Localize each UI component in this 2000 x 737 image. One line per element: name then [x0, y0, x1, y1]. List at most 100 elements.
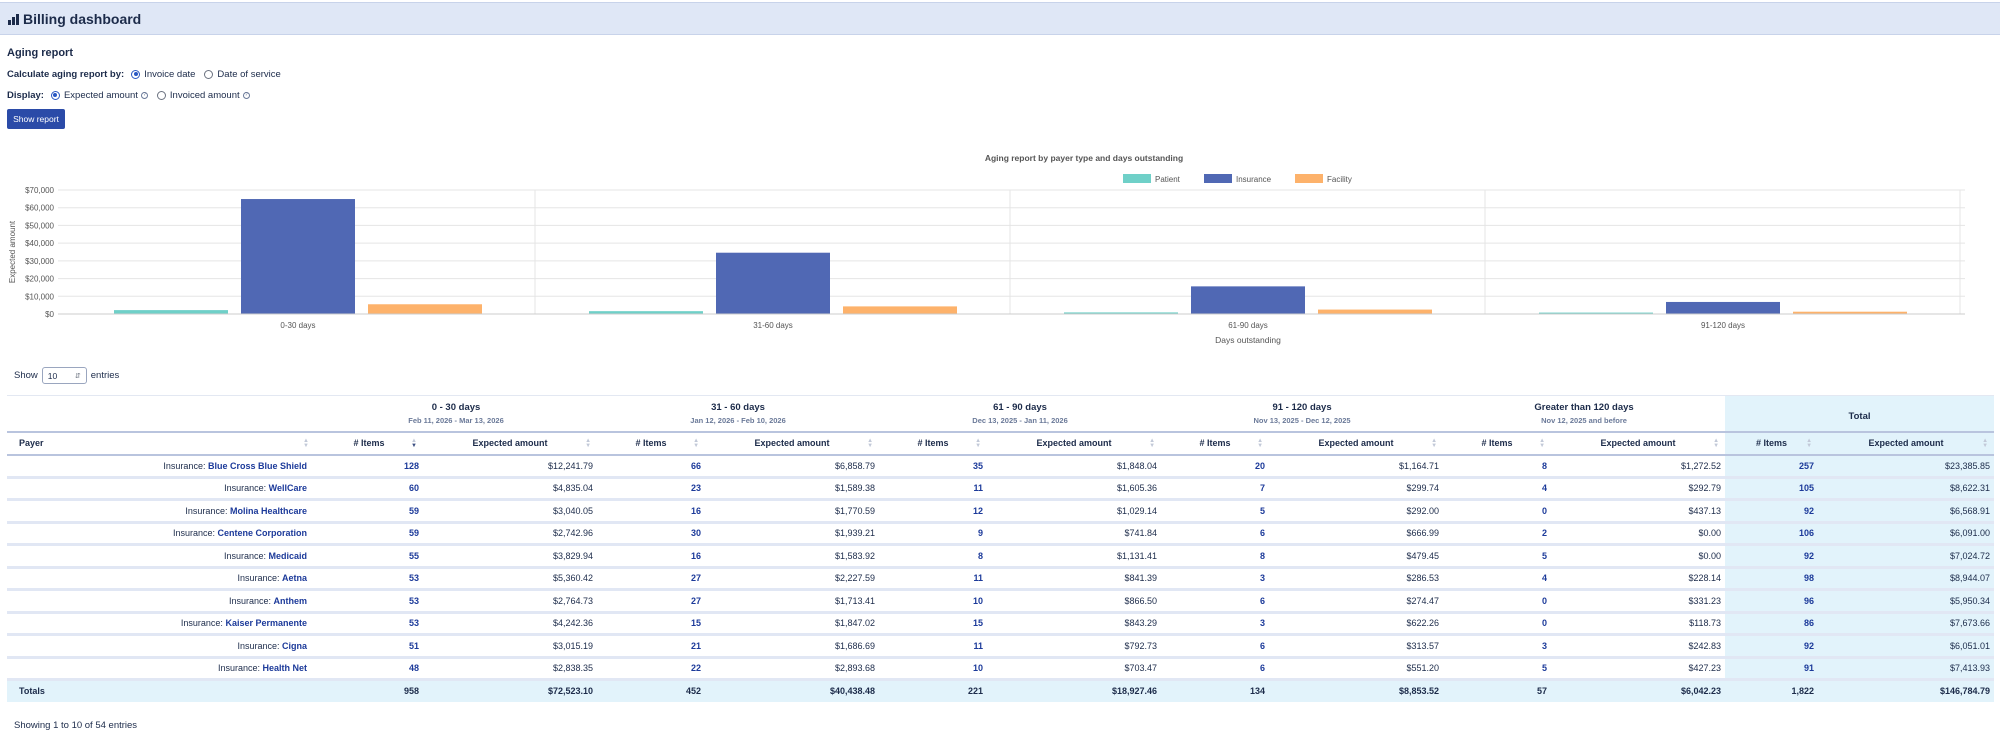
col-header-items[interactable]: # Items ▲ ▼: [1161, 430, 1270, 456]
items-cell: 60: [315, 477, 423, 501]
col-header-amount[interactable]: Expected amount ▲ ▼: [705, 430, 880, 456]
calc-option-invoice-date[interactable]: Invoice date: [131, 69, 195, 80]
amount-cell: $5,360.42: [423, 567, 598, 591]
payer-cell: Insurance: Aetna: [7, 567, 315, 591]
table-row[interactable]: Insurance: Aetna 53 $5,360.42 27 $2,227.59 11…: [7, 567, 1995, 591]
amount-cell: $479.45: [1269, 544, 1444, 569]
amount-cell: $1,164.71: [1269, 454, 1444, 479]
table-row[interactable]: Insurance: Health Net 48 $2,838.35 22 $2,893…: [7, 657, 1995, 681]
col-header-amount[interactable]: Expected amount ▲ ▼: [1269, 430, 1444, 456]
table-row[interactable]: Insurance: Cigna 51 $3,015.19 21 $1,686.69 11…: [7, 634, 1995, 659]
items-cell: 6: [1161, 589, 1270, 614]
table-row[interactable]: Insurance: Kaiser Permanente 53 $4,242.36 1…: [7, 612, 1995, 636]
entries-info: Showing 1 to 10 of 54 entries: [14, 720, 138, 731]
amount-cell: $1,713.41: [705, 589, 880, 614]
items-cell: 5: [1161, 499, 1270, 524]
totals-label: Totals: [7, 679, 315, 702]
amount-cell: $1,847.02: [705, 612, 880, 636]
amount-cell: $292.00: [1269, 499, 1444, 524]
payer-name: Molina Healthcare: [229, 505, 307, 516]
show-report-button[interactable]: Show report: [7, 109, 65, 129]
sort-icon: ▲ ▼: [303, 437, 309, 449]
items-cell: 53: [315, 612, 423, 636]
radio-icon[interactable]: [204, 69, 214, 79]
col-header-amount[interactable]: Expected amount ▲ ▼: [423, 430, 598, 456]
table-row[interactable]: Insurance: Blue Cross Blue Shield 128 $12,…: [7, 454, 1995, 479]
display-label: Display:: [7, 89, 44, 101]
help-icon[interactable]: ?: [242, 91, 250, 99]
amount-cell: $2,893.68: [705, 657, 880, 681]
amount-cell: $313.57: [1269, 634, 1444, 659]
total-amount-cell: $146,784.79: [1818, 679, 1995, 702]
radio-icon[interactable]: [131, 69, 141, 79]
items-cell: 48: [315, 657, 423, 681]
group-header-row: 0 - 30 days Feb 11, 2026 - Mar 13, 2026 3…: [7, 395, 1995, 432]
col-header-amount[interactable]: Expected amount ▲ ▼: [1551, 430, 1726, 456]
display-option-invoiced-amount[interactable]: Invoiced amount ?: [156, 90, 250, 101]
amount-cell: $299.74: [1269, 477, 1444, 501]
amount-cell: $1,686.69: [705, 634, 880, 659]
col-header-items[interactable]: # Items ▲ ▼: [1443, 430, 1552, 456]
items-cell: 128: [315, 454, 423, 479]
bar-chart-icon: [8, 14, 21, 25]
sort-icon: ▲ ▼: [1539, 437, 1546, 449]
table-row[interactable]: Insurance: Molina Healthcare 59 $3,040.05 1…: [7, 499, 1995, 524]
totals-row: Totals 958 $72,523.10 452 $40,438.48 221 $18,9…: [7, 679, 1995, 702]
sort-icon: ▲ ▼: [693, 437, 700, 449]
app-title: Billing dashboard: [23, 11, 142, 27]
amount-cell: $6,568.91: [1818, 499, 1995, 524]
payer-name: Kaiser Permanente: [225, 618, 307, 629]
table-row[interactable]: Insurance: WellCare 60 $4,835.04 23 $1,589.3…: [7, 477, 1995, 501]
col-header-amount[interactable]: Expected amount ▲ ▼: [1818, 430, 1995, 456]
amount-cell: $2,764.73: [423, 589, 598, 614]
table-row[interactable]: Insurance: Medicaid 55 $3,829.94 16 $1,583.9…: [7, 544, 1995, 569]
items-cell: 27: [597, 589, 706, 614]
items-cell: 5: [1443, 657, 1552, 681]
items-cell: 59: [315, 522, 423, 546]
payer-name: Cigna: [281, 640, 307, 651]
amount-cell: $274.47: [1269, 589, 1444, 614]
bar-facility-1: [843, 306, 957, 314]
amount-cell: $242.83: [1551, 634, 1726, 659]
y-tick-label: $10,000: [25, 292, 54, 301]
col-header-items[interactable]: # Items ▲ ▼: [315, 430, 423, 456]
col-header-items[interactable]: # Items ▲ ▼: [1725, 430, 1819, 456]
amount-cell: $4,242.36: [423, 612, 598, 636]
items-cell: 55: [315, 544, 423, 569]
page-size-select[interactable]: 10 ⇵: [41, 367, 87, 384]
group-header-0-30: 0 - 30 days Feb 11, 2026 - Mar 13, 2026: [315, 395, 598, 432]
bar-patient-0: [114, 310, 228, 314]
y-tick-label: $50,000: [25, 221, 54, 230]
items-cell: 5: [1443, 544, 1552, 569]
col-header-items[interactable]: # Items ▲ ▼: [879, 430, 988, 456]
amount-cell: $1,848.04: [987, 454, 1162, 479]
calc-option-date-of-service[interactable]: Date of service: [204, 69, 281, 80]
radio-icon[interactable]: [156, 90, 166, 100]
page-size-value: 10: [47, 370, 58, 381]
y-axis-label: Expected amount: [8, 220, 17, 283]
payer-name: Blue Cross Blue Shield: [207, 460, 307, 471]
help-icon[interactable]: ?: [140, 91, 148, 99]
table-row[interactable]: Insurance: Centene Corporation 59 $2,742.9…: [7, 522, 1995, 546]
amount-cell: $7,024.72: [1818, 544, 1995, 569]
col-header-amount[interactable]: Expected amount ▲ ▼: [987, 430, 1162, 456]
legend-swatch-insurance: [1204, 174, 1232, 183]
radio-icon[interactable]: [50, 90, 60, 100]
items-cell: 12: [879, 499, 988, 524]
amount-cell: $7,673.66: [1818, 612, 1995, 636]
items-cell: 16: [597, 544, 706, 569]
display-option-expected-amount[interactable]: Expected amount ?: [50, 90, 148, 101]
table-row[interactable]: Insurance: Anthem 53 $2,764.73 27 $1,713.41 1…: [7, 589, 1995, 614]
items-cell: 10: [879, 657, 988, 681]
amount-cell: $8,944.07: [1818, 567, 1995, 591]
chevron-updown-icon: ⇵: [74, 372, 81, 380]
chart-title: Aging report by payer type and days outs…: [985, 153, 1183, 163]
payer-name: Centene Corporation: [217, 528, 307, 539]
group-header-total: Total: [1725, 395, 1995, 432]
items-cell: 6: [1161, 634, 1270, 659]
total-amount-cell: $72,523.10: [423, 679, 598, 702]
col-header-items[interactable]: # Items ▲ ▼: [597, 430, 706, 456]
col-header-payer[interactable]: Payer ▲ ▼: [7, 430, 315, 456]
x-tick-label: 61-90 days: [1228, 321, 1268, 330]
payer-cell: Insurance: Medicaid: [7, 544, 315, 569]
